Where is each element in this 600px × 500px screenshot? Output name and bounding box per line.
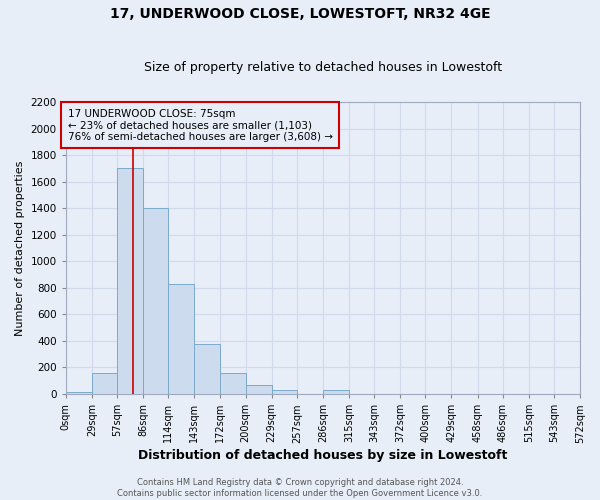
Bar	[323, 390, 349, 394]
Title: Size of property relative to detached houses in Lowestoft: Size of property relative to detached ho…	[144, 62, 502, 74]
Y-axis label: Number of detached properties: Number of detached properties	[15, 160, 25, 336]
Bar	[92, 373, 117, 394]
Text: Contains HM Land Registry data © Crown copyright and database right 2024.
Contai: Contains HM Land Registry data © Crown c…	[118, 478, 482, 498]
Bar	[143, 208, 169, 394]
Bar	[220, 373, 245, 394]
Bar	[117, 168, 143, 394]
Text: 17 UNDERWOOD CLOSE: 75sqm
← 23% of detached houses are smaller (1,103)
76% of se: 17 UNDERWOOD CLOSE: 75sqm ← 23% of detac…	[68, 108, 332, 142]
Bar	[66, 392, 92, 394]
Bar	[245, 386, 272, 394]
Text: 17, UNDERWOOD CLOSE, LOWESTOFT, NR32 4GE: 17, UNDERWOOD CLOSE, LOWESTOFT, NR32 4GE	[110, 8, 490, 22]
Bar	[169, 284, 194, 394]
X-axis label: Distribution of detached houses by size in Lowestoft: Distribution of detached houses by size …	[138, 450, 508, 462]
Bar	[194, 344, 220, 394]
Bar	[272, 390, 297, 394]
